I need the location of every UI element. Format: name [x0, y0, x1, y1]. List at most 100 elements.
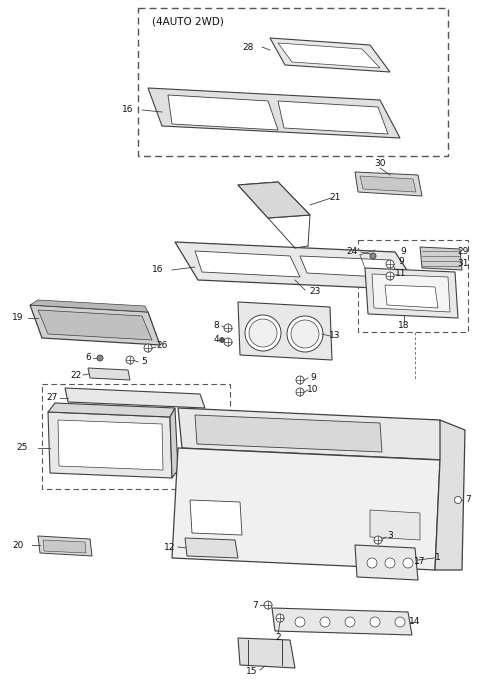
Circle shape — [370, 617, 380, 627]
Polygon shape — [172, 448, 440, 570]
Text: 10: 10 — [307, 385, 319, 395]
Circle shape — [219, 337, 225, 342]
Circle shape — [455, 497, 461, 503]
Polygon shape — [238, 182, 310, 218]
Polygon shape — [372, 274, 450, 312]
Polygon shape — [270, 38, 390, 72]
Text: 9: 9 — [310, 374, 316, 382]
Polygon shape — [370, 510, 420, 540]
Bar — [138, 8, 448, 156]
Text: (4AUTO 2WD): (4AUTO 2WD) — [152, 17, 224, 27]
Circle shape — [386, 272, 394, 280]
Circle shape — [249, 319, 277, 347]
Text: 16: 16 — [122, 105, 134, 115]
Text: 31: 31 — [457, 260, 469, 268]
Polygon shape — [355, 172, 422, 196]
Polygon shape — [385, 285, 438, 308]
Text: 8: 8 — [213, 322, 219, 331]
Polygon shape — [238, 182, 310, 218]
Text: 26: 26 — [156, 342, 168, 350]
Polygon shape — [65, 388, 205, 408]
Text: 29: 29 — [457, 247, 468, 257]
Circle shape — [296, 376, 304, 384]
Circle shape — [276, 614, 284, 622]
Polygon shape — [178, 408, 445, 460]
Text: 2: 2 — [275, 634, 281, 643]
Circle shape — [245, 315, 281, 351]
Polygon shape — [88, 368, 130, 380]
Circle shape — [97, 355, 103, 361]
Bar — [358, 240, 468, 332]
Polygon shape — [48, 412, 172, 478]
Circle shape — [291, 320, 319, 348]
Circle shape — [224, 338, 232, 346]
Polygon shape — [420, 247, 462, 270]
Polygon shape — [43, 540, 86, 553]
Text: 1: 1 — [435, 553, 441, 561]
Polygon shape — [195, 251, 300, 277]
Polygon shape — [195, 415, 382, 452]
Bar — [42, 384, 230, 489]
Text: 30: 30 — [374, 160, 386, 169]
Polygon shape — [30, 300, 148, 312]
Text: 24: 24 — [347, 247, 358, 257]
Text: 23: 23 — [309, 288, 321, 296]
Text: 22: 22 — [71, 370, 82, 380]
Text: 5: 5 — [141, 357, 147, 367]
Circle shape — [287, 316, 323, 352]
Circle shape — [345, 617, 355, 627]
Text: 12: 12 — [164, 542, 176, 551]
Circle shape — [367, 558, 377, 568]
Polygon shape — [278, 101, 388, 134]
Text: 9: 9 — [400, 247, 406, 257]
Polygon shape — [435, 420, 465, 570]
Polygon shape — [238, 302, 332, 360]
Polygon shape — [300, 256, 400, 278]
Polygon shape — [30, 305, 160, 345]
Polygon shape — [175, 242, 420, 290]
Text: 15: 15 — [246, 667, 258, 676]
Text: 6: 6 — [85, 354, 91, 363]
Text: 27: 27 — [46, 393, 58, 402]
Text: 7: 7 — [465, 495, 471, 505]
Circle shape — [264, 601, 272, 609]
Polygon shape — [190, 500, 242, 535]
Polygon shape — [185, 538, 238, 558]
Circle shape — [374, 536, 382, 544]
Text: 11: 11 — [395, 270, 407, 279]
Text: 9: 9 — [398, 257, 404, 266]
Circle shape — [320, 617, 330, 627]
Text: 18: 18 — [398, 322, 410, 331]
Circle shape — [295, 617, 305, 627]
Text: 20: 20 — [12, 540, 24, 550]
Text: 21: 21 — [329, 193, 341, 202]
Text: 14: 14 — [409, 617, 420, 626]
Polygon shape — [360, 176, 416, 192]
Circle shape — [296, 388, 304, 396]
Polygon shape — [170, 408, 178, 478]
Circle shape — [386, 260, 394, 268]
Polygon shape — [355, 545, 418, 580]
Circle shape — [126, 356, 134, 364]
Circle shape — [144, 344, 152, 352]
Circle shape — [385, 558, 395, 568]
Polygon shape — [148, 88, 400, 138]
Polygon shape — [168, 95, 278, 130]
Text: 3: 3 — [387, 531, 393, 540]
Circle shape — [403, 558, 413, 568]
Text: 7: 7 — [252, 600, 258, 609]
Circle shape — [370, 253, 376, 259]
Polygon shape — [38, 310, 152, 340]
Text: 25: 25 — [16, 443, 28, 453]
Text: 16: 16 — [152, 266, 164, 275]
Polygon shape — [238, 638, 295, 668]
Polygon shape — [278, 43, 380, 68]
Text: 4: 4 — [213, 335, 219, 344]
Text: 28: 28 — [242, 42, 254, 51]
Polygon shape — [38, 536, 92, 556]
Polygon shape — [272, 608, 412, 635]
Polygon shape — [48, 403, 175, 417]
Circle shape — [224, 324, 232, 332]
Polygon shape — [365, 268, 458, 318]
Circle shape — [395, 617, 405, 627]
